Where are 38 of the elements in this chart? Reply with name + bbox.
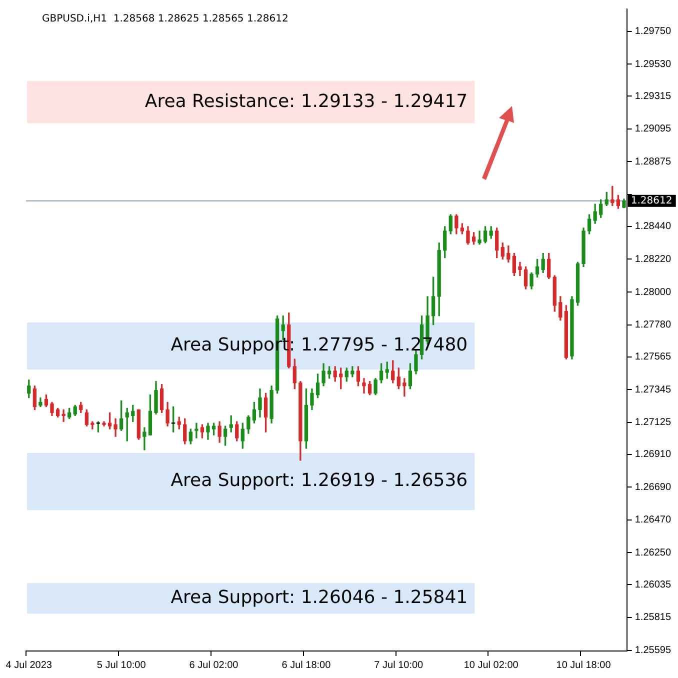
y-tick-label: 1.28220 — [634, 254, 672, 265]
y-tick-label: 1.27125 — [634, 417, 672, 428]
y-tick-label: 1.29530 — [634, 58, 672, 70]
candlestick — [478, 230, 482, 245]
band-label: Area Support: 1.26919 - 1.26536 — [170, 470, 468, 492]
ref-line-label: 1.28612 — [630, 195, 672, 206]
y-tick-label: 1.28000 — [634, 286, 672, 298]
candlestick — [518, 262, 522, 276]
y-tick-label: 1.29750 — [634, 26, 672, 38]
y-tick-label: 1.26250 — [634, 547, 672, 558]
candlestick — [62, 409, 66, 422]
x-tick-label: 7 Jul 10:00 — [374, 660, 424, 671]
x-tick-label: 6 Jul 18:00 — [282, 660, 332, 671]
candlestick — [194, 422, 198, 438]
text: GBPUSD.i,H1 1.28568 1.28625 1.28565 1.28612 — [42, 14, 288, 25]
y-tick-label: 1.28440 — [634, 221, 672, 232]
y-tick-label: 1.25815 — [634, 612, 672, 624]
y-tick-label: 1.26690 — [634, 482, 672, 493]
candlestick — [142, 427, 146, 450]
candlestick — [362, 378, 366, 394]
y-tick-label: 1.26910 — [634, 449, 672, 460]
x-tick-label: 4 Jul 2023 — [6, 660, 52, 671]
x-tick-label: 10 Jul 18:00 — [556, 660, 612, 671]
y-tick-label: 1.26035 — [634, 579, 672, 590]
band-label: Area Support: 1.26046 - 1.25841 — [170, 587, 468, 608]
y-tick-label: 1.25595 — [634, 645, 672, 656]
y-tick-label: 1.27345 — [634, 384, 672, 396]
band-label: Area Resistance: 1.29133 - 1.29417 — [144, 90, 468, 112]
y-tick-label: 1.26470 — [634, 514, 672, 526]
candlestick — [402, 378, 406, 397]
x-tick-label: 5 Jul 10:00 — [96, 660, 146, 671]
x-tick-label: 10 Jul 02:00 — [464, 660, 519, 671]
y-tick-label: 1.28875 — [634, 156, 672, 168]
y-tick-label: 1.29315 — [634, 90, 672, 102]
y-tick-label: 1.29095 — [634, 124, 672, 135]
y-tick-label: 1.27780 — [634, 320, 672, 331]
y-tick-label: 1.27565 — [634, 352, 672, 363]
x-tick-label: 6 Jul 02:00 — [189, 660, 239, 671]
